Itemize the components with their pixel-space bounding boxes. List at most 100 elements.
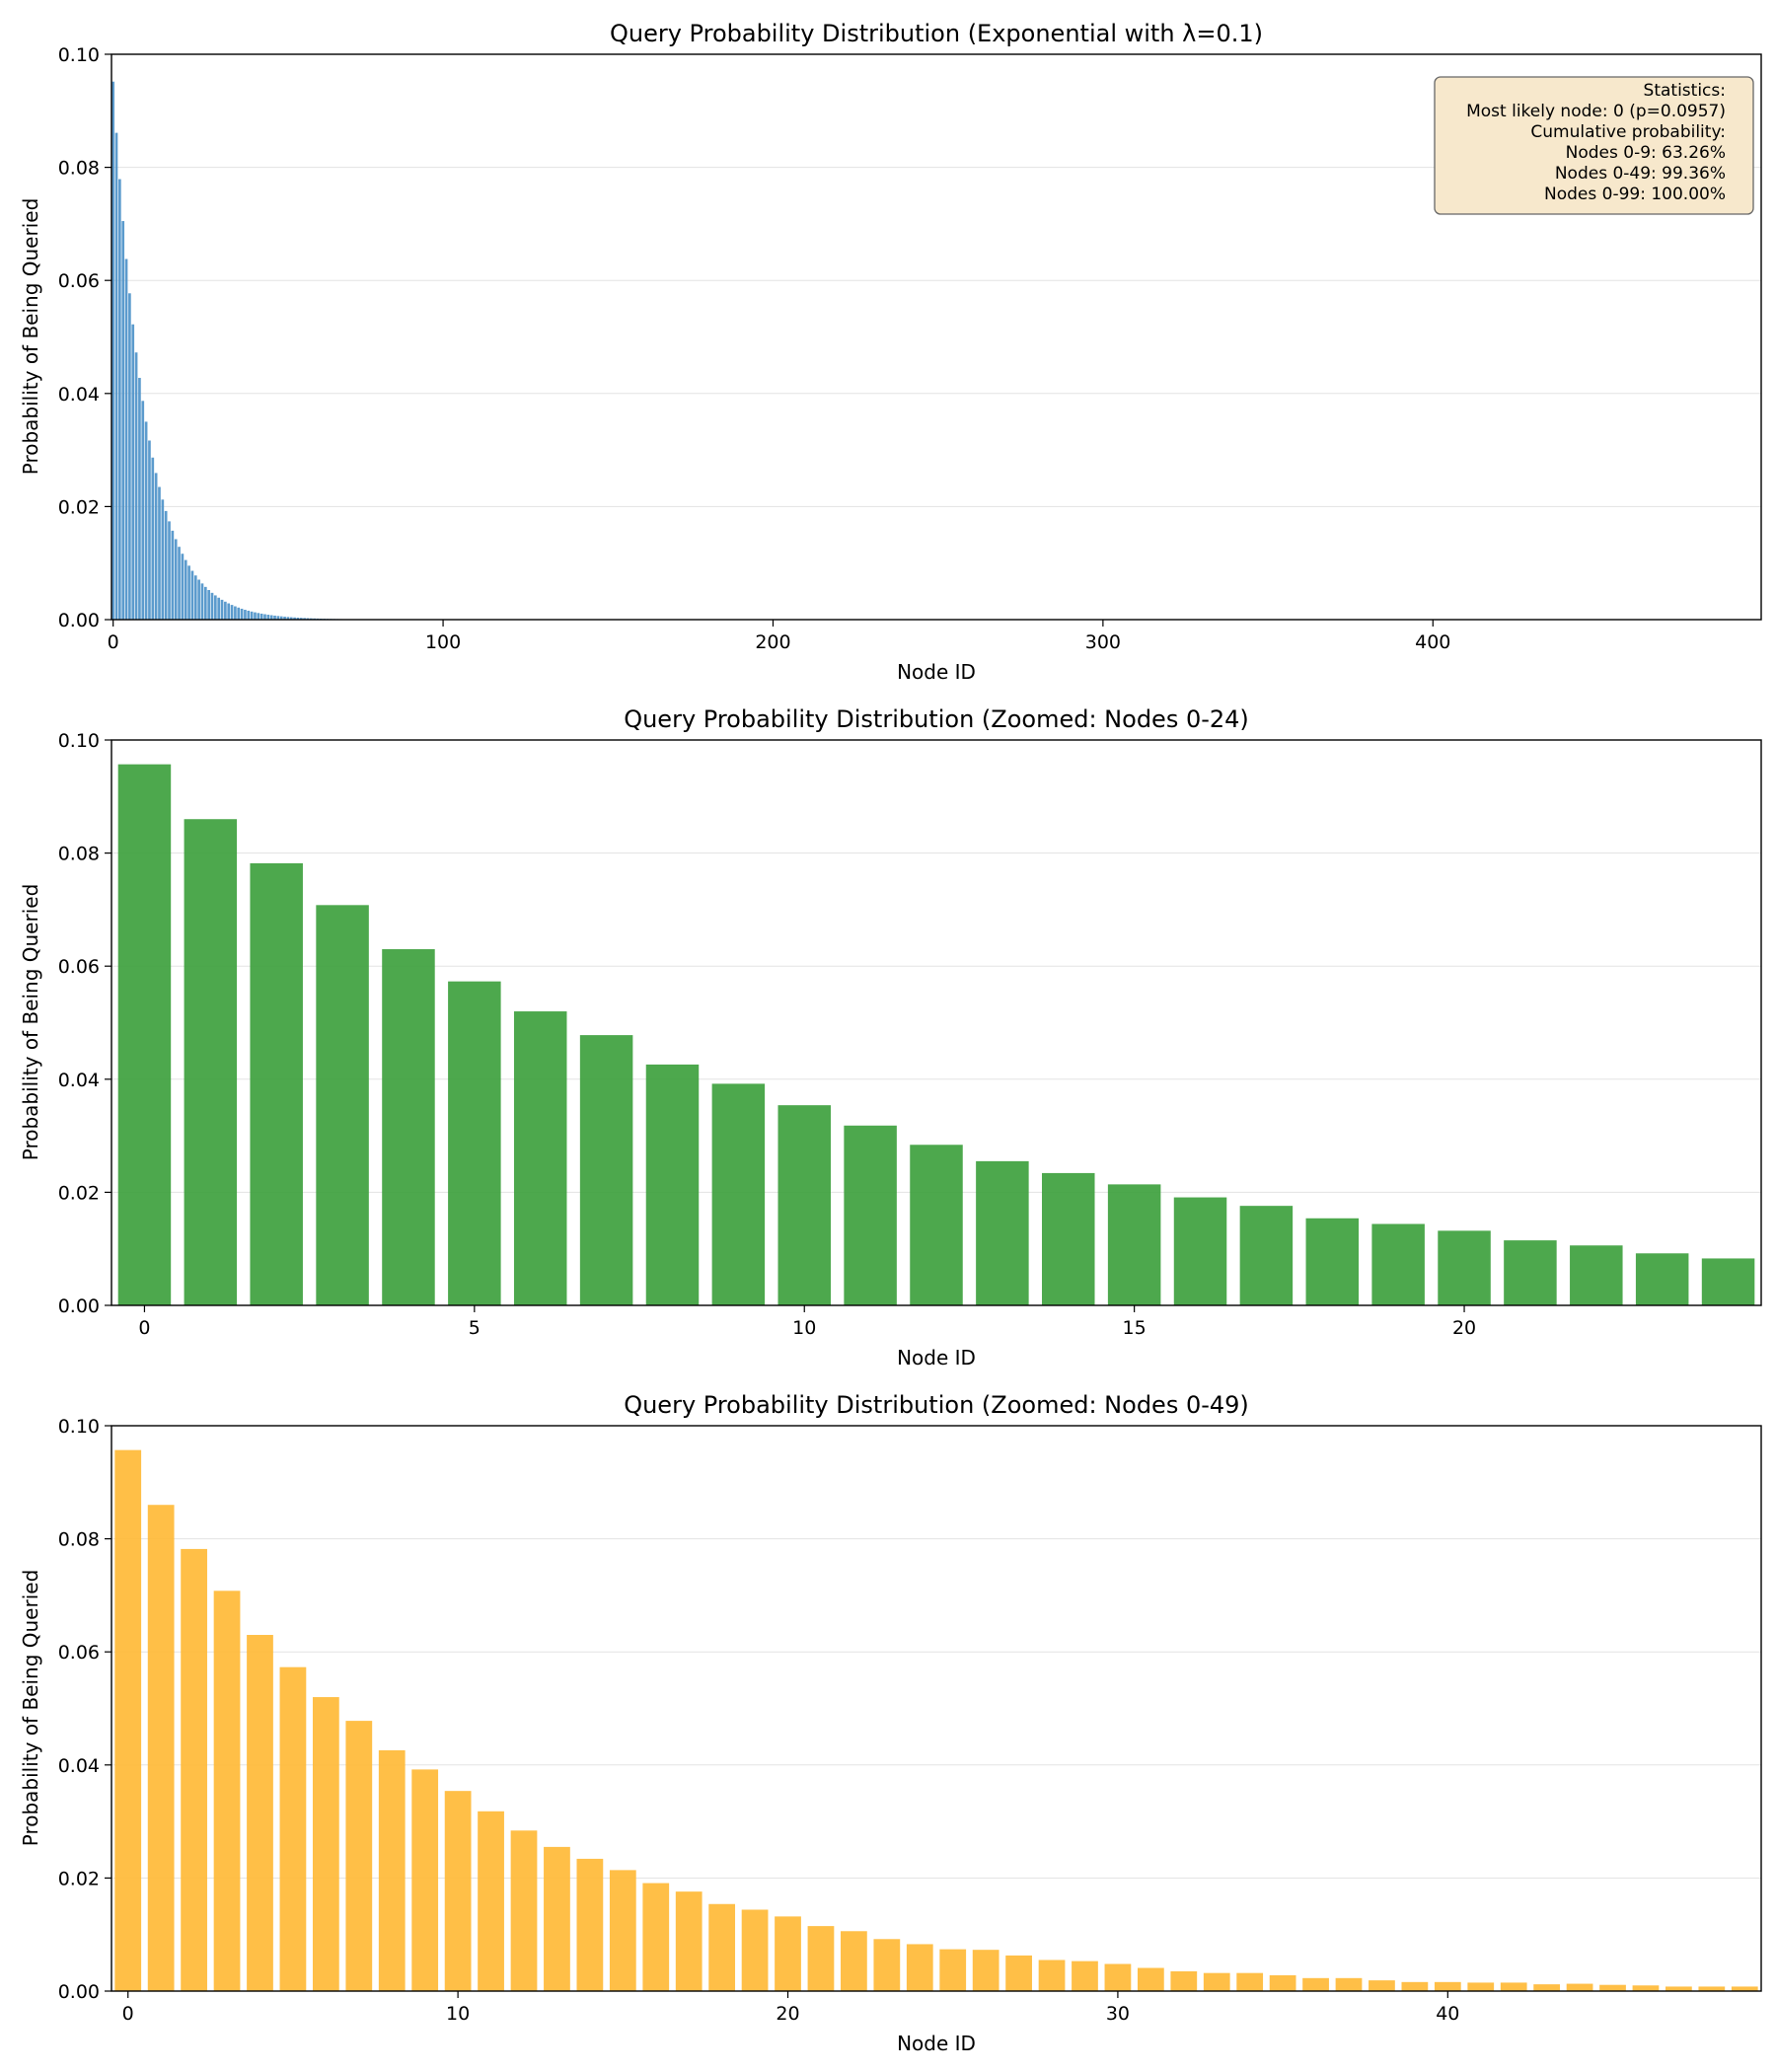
- bar: [230, 605, 234, 620]
- bar: [118, 179, 121, 620]
- bar: [1371, 1223, 1425, 1305]
- y-tick-label: 0.08: [58, 844, 100, 865]
- bar: [1269, 1974, 1296, 1991]
- bars: [114, 1449, 1758, 1991]
- bar: [777, 1105, 831, 1305]
- bar: [244, 610, 247, 620]
- x-tick-label: 30: [1106, 2003, 1130, 2025]
- bar: [906, 1944, 933, 1991]
- statistics-line: Nodes 0-9: 63.26%: [1566, 143, 1726, 163]
- bar: [1072, 1961, 1098, 1991]
- bar: [250, 862, 303, 1305]
- bar: [114, 132, 118, 620]
- bar: [254, 612, 257, 620]
- bar: [178, 547, 181, 620]
- bar: [873, 1939, 901, 1991]
- bar: [111, 81, 115, 621]
- y-tick-label: 0.02: [58, 1182, 100, 1204]
- bar: [345, 1721, 373, 1991]
- bar: [200, 583, 204, 620]
- statistics-line: Nodes 0-49: 99.36%: [1555, 164, 1726, 184]
- bar: [1665, 1986, 1692, 1991]
- bar: [1104, 1963, 1132, 1991]
- bar: [181, 554, 185, 620]
- x-tick-label: 0: [122, 2003, 134, 2025]
- bar: [1635, 1253, 1689, 1305]
- bar: [303, 618, 306, 620]
- bar: [1107, 1184, 1161, 1305]
- bar: [576, 1858, 604, 1991]
- bar: [841, 1931, 867, 1991]
- bar: [1438, 1230, 1491, 1305]
- bar: [138, 377, 141, 620]
- bar: [1434, 1981, 1461, 1991]
- bar: [382, 949, 435, 1305]
- bar: [306, 618, 310, 620]
- y-axis-ticks: 0.00 0.02 0.04 0.06 0.08 0.10: [58, 730, 111, 1317]
- y-axis-label: Probability of Being Queried: [19, 884, 42, 1161]
- x-tick-label: 0: [138, 1317, 150, 1339]
- bar: [164, 510, 168, 620]
- bar: [1203, 1972, 1230, 1991]
- bar: [213, 595, 217, 620]
- chart-title: Query Probability Distribution (Exponent…: [610, 20, 1263, 47]
- bar: [807, 1926, 835, 1991]
- bar: [972, 1950, 999, 1991]
- bar: [910, 1145, 963, 1305]
- bar: [190, 570, 194, 620]
- plot-frame: [111, 53, 1762, 621]
- bar: [266, 615, 270, 620]
- y-axis-ticks: 0.00 0.02 0.04 0.06 0.08 0.10: [58, 1416, 111, 2003]
- bar: [609, 1870, 636, 1991]
- bar: [1305, 1218, 1360, 1305]
- gridlines: [111, 167, 1761, 507]
- x-tick-label: 40: [1436, 2003, 1459, 2025]
- bar: [478, 1811, 504, 1991]
- bar: [279, 1666, 307, 1991]
- x-axis-ticks: 0 100 200 300 400: [108, 620, 1450, 653]
- y-tick-label: 0.00: [58, 610, 100, 631]
- bar: [220, 599, 224, 620]
- bar: [544, 1846, 570, 1991]
- bar: [1701, 1258, 1755, 1305]
- y-tick-label: 0.08: [58, 158, 100, 180]
- bar: [312, 1697, 339, 1991]
- bar: [1302, 1977, 1329, 1991]
- bar: [257, 613, 260, 620]
- bar: [844, 1125, 897, 1305]
- bar: [148, 440, 151, 620]
- bar: [1632, 1985, 1660, 1991]
- statistics-line: Statistics:: [1644, 81, 1726, 101]
- bar: [1239, 1206, 1294, 1305]
- x-tick-label: 15: [1123, 1317, 1147, 1339]
- y-tick-label: 0.06: [58, 956, 100, 978]
- bar: [642, 1883, 670, 1991]
- bar: [131, 324, 135, 620]
- bar: [675, 1891, 703, 1991]
- y-tick-label: 0.08: [58, 1529, 100, 1551]
- bar: [741, 1909, 769, 1991]
- bar: [775, 1916, 801, 1991]
- y-axis-ticks: 0.00 0.02 0.04 0.06 0.08 0.10: [58, 44, 111, 631]
- bar: [224, 601, 227, 620]
- bar: [976, 1160, 1029, 1305]
- bar: [708, 1903, 736, 1991]
- bar: [184, 819, 238, 1305]
- bar: [293, 617, 296, 620]
- bar: [117, 764, 172, 1305]
- bar: [316, 905, 369, 1305]
- bar: [187, 565, 190, 620]
- y-tick-label: 0.02: [58, 1868, 100, 1889]
- x-axis-ticks: 0 10 20 30 40: [122, 1991, 1459, 2025]
- bar: [121, 221, 125, 620]
- bar: [1599, 1984, 1626, 1991]
- bar: [273, 615, 276, 620]
- bar: [124, 259, 128, 620]
- bar: [141, 401, 145, 620]
- bar: [289, 617, 293, 620]
- bar: [247, 610, 251, 620]
- bar: [237, 607, 241, 620]
- bar: [144, 421, 148, 620]
- bar: [263, 614, 266, 620]
- bar: [210, 592, 214, 620]
